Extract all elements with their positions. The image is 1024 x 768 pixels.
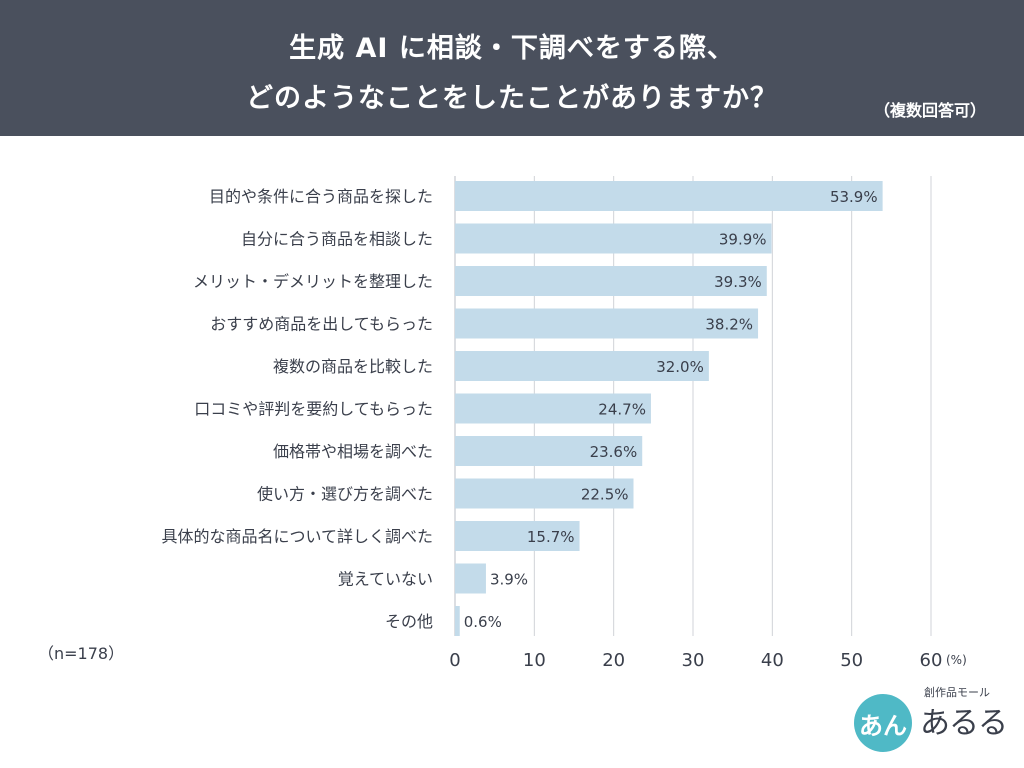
category-label: 価格帯や相場を調べた <box>273 442 433 461</box>
bar <box>455 223 772 254</box>
chart-title-line2: どのようなことをしたことがありますか？ <box>246 83 778 114</box>
bar <box>455 351 709 381</box>
x-tick-label: 20 <box>602 650 625 671</box>
x-tick-label: 0 <box>449 650 460 671</box>
sample-size-label: （n=178） <box>38 644 125 663</box>
value-label: 0.6% <box>464 613 502 631</box>
value-label: 39.9% <box>719 231 767 249</box>
x-tick-label: 40 <box>761 650 784 671</box>
logo-wordmark: あるる <box>920 706 1008 741</box>
bar <box>455 478 634 509</box>
x-unit-label: (%) <box>946 653 967 667</box>
logo-subtitle: 創作品モール <box>924 686 990 699</box>
value-label: 38.2% <box>705 316 753 334</box>
value-label: 15.7% <box>527 528 575 546</box>
bar <box>455 181 883 211</box>
category-label: その他 <box>385 612 433 631</box>
value-label: 32.0% <box>656 358 704 376</box>
category-label: 具体的な商品名について詳しく調べた <box>161 527 433 546</box>
category-label: 口コミや評判を要約してもらった <box>194 400 433 419</box>
logo-badge-text: あん <box>859 712 907 740</box>
brand-logo: あん 創作品モール あるる <box>850 684 1010 754</box>
x-tick-label: 50 <box>840 650 863 671</box>
multiple-answer-note: （複数回答可） <box>873 101 986 120</box>
value-label: 24.7% <box>598 401 646 419</box>
bar <box>455 436 643 466</box>
header-banner: 生成 AI に相談・下調べをする際、 どのようなことをしたことがありますか？ （… <box>0 0 1024 136</box>
x-tick-label: 10 <box>523 650 546 671</box>
value-label: 22.5% <box>581 486 629 504</box>
value-label: 39.3% <box>714 273 762 291</box>
category-label: メリット・デメリットを整理した <box>193 272 433 291</box>
value-label: 3.9% <box>490 571 528 589</box>
bar <box>455 563 486 594</box>
x-tick-label: 30 <box>682 650 705 671</box>
category-label: 使い方・選び方を調べた <box>257 485 433 504</box>
bar <box>455 266 767 296</box>
bar <box>455 606 460 636</box>
logo-badge: あん <box>854 694 912 752</box>
value-label: 53.9% <box>830 188 878 206</box>
bar <box>455 308 759 339</box>
value-label: 23.6% <box>590 443 638 461</box>
category-label: 目的や条件に合う商品を探した <box>209 187 433 206</box>
x-tick-label: 60 <box>920 650 943 671</box>
bar <box>455 521 580 551</box>
category-label: おすすめ商品を出してもらった <box>210 315 433 334</box>
category-label: 覚えていない <box>338 570 433 589</box>
chart-title-line1: 生成 AI に相談・下調べをする際、 <box>289 33 735 64</box>
bar <box>455 393 651 424</box>
category-label: 複数の商品を比較した <box>273 357 433 376</box>
category-label: 自分に合う商品を相談した <box>241 230 433 249</box>
